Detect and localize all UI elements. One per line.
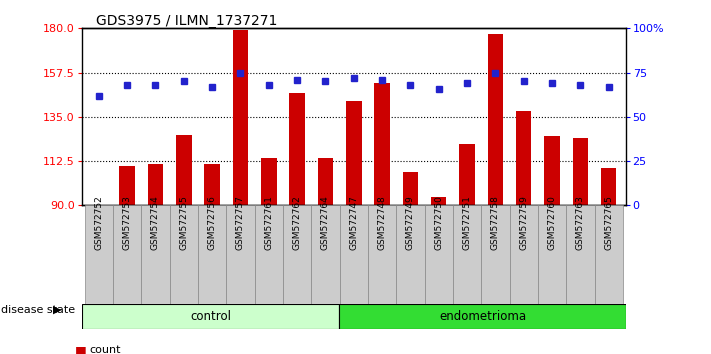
Text: GSM572761: GSM572761 [264,195,273,250]
Text: endometrioma: endometrioma [439,310,526,323]
Text: GDS3975 / ILMN_1737271: GDS3975 / ILMN_1737271 [96,14,277,28]
Text: GSM572755: GSM572755 [179,195,188,250]
Text: control: control [190,310,231,323]
Bar [198,205,226,304]
Bar [402,172,418,205]
Bar [453,205,481,304]
Bar [340,205,368,304]
Bar [516,111,532,205]
Bar [141,205,170,304]
Text: GSM572765: GSM572765 [604,195,613,250]
Bar [510,205,538,304]
Bar [113,205,141,304]
Bar [368,205,396,304]
Bar [431,198,447,205]
Bar [311,205,340,304]
Bar [488,34,503,205]
Text: GSM572757: GSM572757 [236,195,245,250]
Bar [119,166,135,205]
Bar [538,205,566,304]
Text: ▶: ▶ [53,305,61,315]
Bar [459,144,475,205]
Text: GSM572752: GSM572752 [95,195,103,250]
Bar [374,84,390,205]
Bar [176,135,191,205]
Bar [204,164,220,205]
Text: GSM572748: GSM572748 [378,195,387,250]
Bar [261,158,277,205]
Bar [289,93,305,205]
Text: GSM572751: GSM572751 [463,195,471,250]
Bar [339,304,626,329]
Text: GSM572749: GSM572749 [406,195,415,250]
Text: GSM572747: GSM572747 [349,195,358,250]
Text: count: count [89,346,120,354]
Text: GSM572753: GSM572753 [122,195,132,250]
Bar [396,205,424,304]
Text: GSM572762: GSM572762 [292,195,301,250]
Bar [148,164,164,205]
Bar [283,205,311,304]
Text: GSM572759: GSM572759 [519,195,528,250]
Bar [318,158,333,205]
Bar [170,205,198,304]
Bar [601,168,616,205]
Bar [572,138,588,205]
Bar [346,101,361,205]
Bar [255,205,283,304]
Bar [544,137,560,205]
Text: GSM572763: GSM572763 [576,195,585,250]
Text: GSM572750: GSM572750 [434,195,443,250]
Text: GSM572758: GSM572758 [491,195,500,250]
Text: GSM572764: GSM572764 [321,195,330,250]
Bar [232,30,248,205]
Text: disease state: disease state [1,305,75,315]
Bar [226,205,255,304]
Bar [424,205,453,304]
Text: ■: ■ [75,344,87,354]
Text: GSM572756: GSM572756 [208,195,217,250]
Bar [594,205,623,304]
Text: GSM572760: GSM572760 [547,195,557,250]
Text: GSM572754: GSM572754 [151,195,160,250]
Bar [85,205,113,304]
Bar [566,205,594,304]
Bar [481,205,510,304]
Bar [82,304,339,329]
